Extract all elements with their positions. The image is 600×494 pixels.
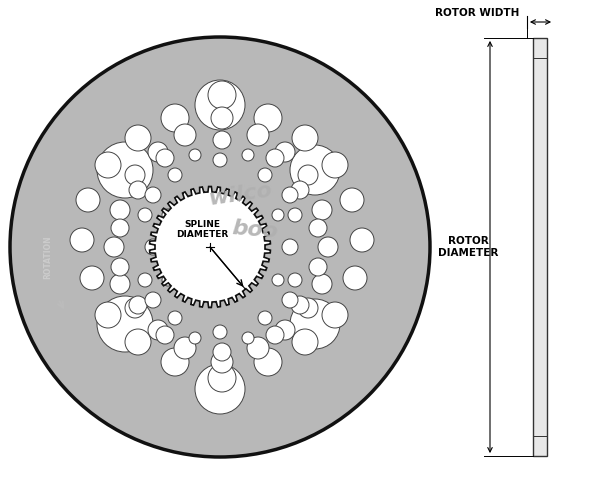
Circle shape	[288, 208, 302, 222]
Circle shape	[266, 326, 284, 344]
Circle shape	[213, 325, 227, 339]
Text: SPLINE
DIAMETER: SPLINE DIAMETER	[176, 220, 228, 239]
Circle shape	[298, 165, 318, 185]
Circle shape	[322, 152, 348, 178]
Circle shape	[125, 125, 151, 151]
Circle shape	[70, 228, 94, 252]
Circle shape	[10, 37, 430, 457]
Circle shape	[129, 296, 147, 314]
Circle shape	[282, 292, 298, 308]
Circle shape	[309, 258, 327, 276]
Circle shape	[282, 187, 298, 203]
Circle shape	[211, 351, 233, 373]
Circle shape	[254, 348, 282, 376]
Circle shape	[266, 149, 284, 167]
Circle shape	[76, 188, 100, 212]
Circle shape	[258, 168, 272, 182]
Circle shape	[95, 152, 121, 178]
Circle shape	[104, 237, 124, 257]
Text: ROTOR WIDTH: ROTOR WIDTH	[434, 8, 519, 18]
Circle shape	[254, 104, 282, 132]
Circle shape	[95, 302, 121, 328]
Circle shape	[125, 329, 151, 355]
Circle shape	[242, 149, 254, 161]
Circle shape	[174, 337, 196, 359]
Circle shape	[318, 237, 338, 257]
Circle shape	[97, 142, 153, 198]
Circle shape	[148, 320, 168, 340]
Circle shape	[272, 274, 284, 286]
Circle shape	[258, 311, 272, 325]
Circle shape	[174, 124, 196, 146]
Circle shape	[309, 219, 327, 237]
Circle shape	[148, 142, 168, 162]
Circle shape	[275, 142, 295, 162]
Circle shape	[290, 145, 340, 195]
Circle shape	[161, 348, 189, 376]
Circle shape	[312, 274, 332, 294]
Circle shape	[145, 187, 161, 203]
Circle shape	[242, 332, 254, 344]
Circle shape	[195, 364, 245, 414]
Circle shape	[213, 343, 231, 361]
Circle shape	[80, 266, 104, 290]
Circle shape	[168, 311, 182, 325]
Bar	[533, 38, 547, 456]
Circle shape	[213, 153, 227, 167]
Circle shape	[208, 364, 236, 392]
Circle shape	[110, 200, 130, 220]
Text: ROTATION: ROTATION	[44, 235, 53, 279]
Circle shape	[145, 239, 161, 255]
Circle shape	[322, 302, 348, 328]
Text: wilco: wilco	[207, 181, 273, 209]
Circle shape	[282, 239, 298, 255]
Circle shape	[125, 298, 145, 318]
Text: ROTOR
DIAMETER: ROTOR DIAMETER	[438, 236, 498, 258]
Circle shape	[208, 81, 236, 109]
Circle shape	[138, 208, 152, 222]
Circle shape	[111, 258, 129, 276]
Circle shape	[189, 149, 201, 161]
Circle shape	[162, 274, 174, 286]
Circle shape	[111, 219, 129, 237]
Polygon shape	[149, 187, 271, 307]
Circle shape	[156, 326, 174, 344]
Circle shape	[290, 299, 340, 349]
Circle shape	[340, 188, 364, 212]
Circle shape	[350, 228, 374, 252]
Circle shape	[110, 274, 130, 294]
Circle shape	[97, 296, 153, 352]
Circle shape	[291, 296, 309, 314]
Circle shape	[138, 273, 152, 287]
Circle shape	[272, 209, 284, 221]
Circle shape	[292, 329, 318, 355]
Circle shape	[162, 209, 174, 221]
Circle shape	[288, 273, 302, 287]
Circle shape	[161, 104, 189, 132]
Circle shape	[213, 131, 231, 149]
Circle shape	[211, 107, 233, 129]
Circle shape	[312, 200, 332, 220]
Circle shape	[247, 337, 269, 359]
Circle shape	[129, 181, 147, 199]
Circle shape	[125, 165, 145, 185]
Circle shape	[298, 298, 318, 318]
Circle shape	[145, 292, 161, 308]
Circle shape	[195, 80, 245, 130]
Circle shape	[247, 124, 269, 146]
Circle shape	[291, 181, 309, 199]
Circle shape	[275, 320, 295, 340]
Text: boo: boo	[231, 218, 279, 242]
Circle shape	[343, 266, 367, 290]
Circle shape	[189, 332, 201, 344]
Circle shape	[156, 149, 174, 167]
Circle shape	[292, 125, 318, 151]
Circle shape	[168, 168, 182, 182]
